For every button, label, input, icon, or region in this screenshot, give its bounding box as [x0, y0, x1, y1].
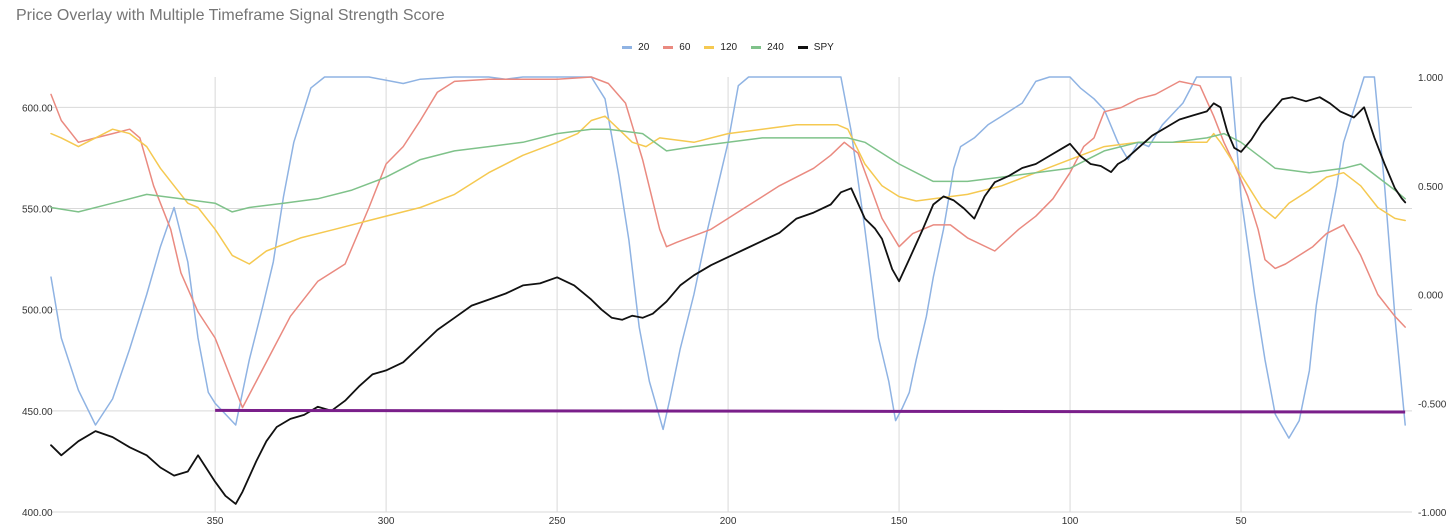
legend-swatch	[622, 45, 633, 49]
y-left-tick-label: 400.00	[22, 508, 53, 519]
x-tick-label: 350	[207, 516, 224, 527]
series-line-60	[50, 76, 1406, 409]
reference-line	[215, 408, 1406, 414]
legend-swatch	[704, 45, 715, 49]
x-tick-label: 150	[891, 516, 908, 527]
x-tick-label: 50	[1235, 516, 1247, 527]
y-left-tick-label: 550.00	[22, 205, 53, 216]
legend-item-240: 240	[751, 42, 784, 53]
legend-swatch	[751, 45, 762, 49]
legend-label: 120	[720, 42, 738, 53]
y-right-tick-label: -0.500	[1418, 399, 1447, 410]
chart-title: Price Overlay with Multiple Timeframe Si…	[16, 7, 445, 24]
y-right-tick-label: -1.000	[1418, 508, 1447, 519]
legend-item-20: 20	[622, 42, 649, 53]
legend-swatch	[663, 45, 674, 49]
x-tick-label: 100	[1062, 516, 1079, 527]
series-line-240	[50, 128, 1406, 213]
x-tick-label: 300	[378, 516, 395, 527]
legend-item-120: 120	[704, 42, 737, 53]
series-line-120	[50, 115, 1406, 265]
y-left-tick-label: 500.00	[22, 306, 53, 317]
y-right-tick-label: 1.000	[1418, 73, 1443, 84]
legend-label: 240	[767, 42, 784, 53]
y-right-tick-label: 0.500	[1418, 182, 1443, 193]
legend-label: 20	[638, 42, 650, 53]
legend-item-spy: SPY	[797, 42, 834, 53]
x-tick-label: 200	[720, 516, 737, 527]
legend-swatch	[797, 45, 808, 49]
series-line-20	[50, 76, 1406, 439]
legend-label: 60	[679, 42, 691, 53]
legend-item-60: 60	[663, 42, 690, 53]
y-left-tick-label: 450.00	[22, 407, 53, 418]
chart-legend: 20 60 120 240 SPY	[0, 42, 1456, 53]
x-tick-label: 250	[549, 516, 566, 527]
y-right-tick-label: 0.000	[1418, 291, 1443, 302]
series-line-spy	[50, 96, 1407, 505]
y-left-tick-label: 600.00	[22, 103, 53, 114]
legend-label: SPY	[813, 42, 834, 53]
